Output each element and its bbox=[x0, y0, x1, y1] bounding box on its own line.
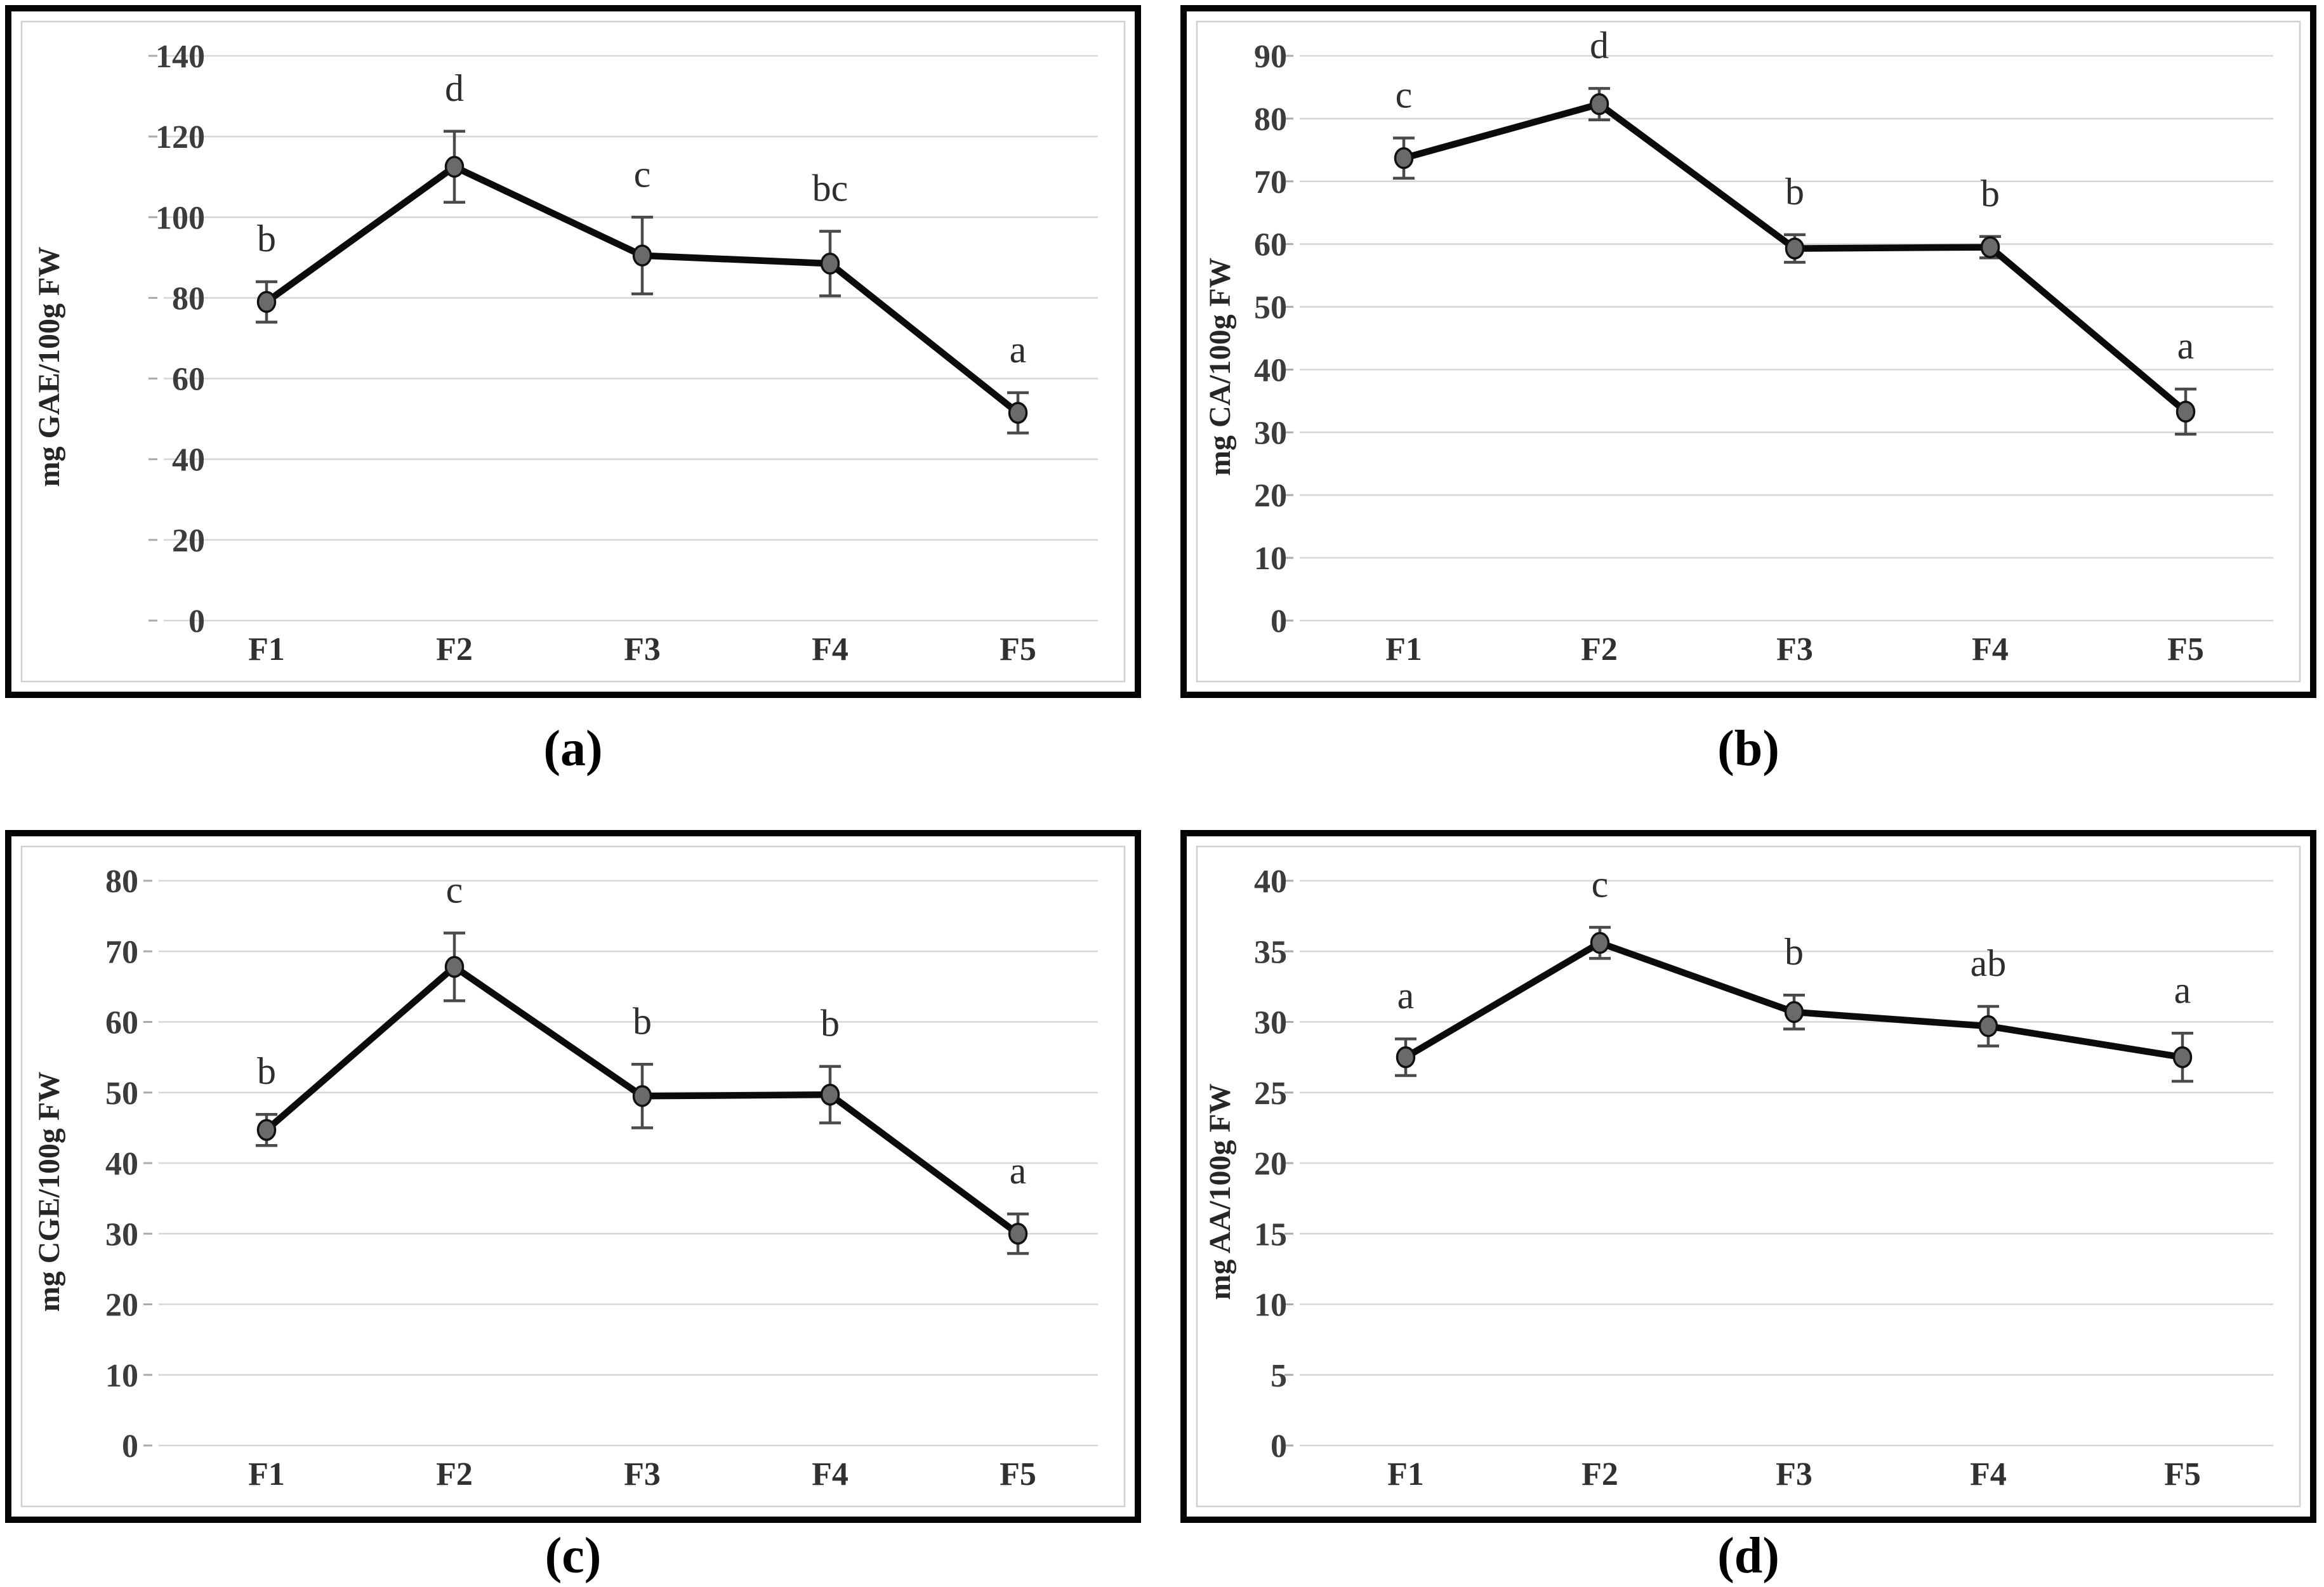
svg-text:0: 0 bbox=[188, 603, 205, 640]
svg-text:F3: F3 bbox=[1776, 631, 1813, 668]
svg-text:F4: F4 bbox=[812, 1456, 848, 1492]
svg-text:0: 0 bbox=[1271, 603, 1287, 640]
svg-text:30: 30 bbox=[1254, 1005, 1287, 1041]
svg-text:a: a bbox=[1397, 975, 1415, 1017]
svg-text:30: 30 bbox=[105, 1216, 138, 1253]
panel-a: 0 20 40 60 80 100 120 140 F1 F2 F3 F4 F5 mg GAE/100g … bbox=[5, 5, 1141, 698]
svg-text:40: 40 bbox=[105, 1146, 138, 1182]
svg-text:20: 20 bbox=[105, 1287, 138, 1324]
panel-c: 0 10 20 30 40 50 60 70 80 F1 F2 F3 F4 F5 mg CGE/100g F… bbox=[5, 830, 1141, 1523]
svg-text:a: a bbox=[2177, 325, 2195, 367]
svg-text:F1: F1 bbox=[248, 631, 285, 668]
svg-text:b: b bbox=[821, 1003, 840, 1044]
svg-text:mg GAE/100g FW: mg GAE/100g FW bbox=[32, 247, 66, 487]
svg-text:F1: F1 bbox=[248, 1456, 285, 1492]
svg-text:80: 80 bbox=[105, 864, 138, 900]
svg-text:F3: F3 bbox=[624, 1456, 661, 1492]
svg-text:20: 20 bbox=[1254, 478, 1287, 514]
svg-text:25: 25 bbox=[1254, 1076, 1287, 1112]
svg-text:40: 40 bbox=[1254, 864, 1287, 900]
caption-a: (a) bbox=[543, 721, 603, 777]
chart-d: 0 5 10 15 20 25 30 35 40 F1 F2 F3 F4 F5 mg AA/100g FW a… bbox=[1196, 845, 2301, 1508]
svg-text:c: c bbox=[446, 869, 463, 911]
svg-text:20: 20 bbox=[1254, 1146, 1287, 1182]
svg-text:120: 120 bbox=[155, 119, 205, 155]
svg-text:50: 50 bbox=[1254, 290, 1287, 326]
svg-text:F5: F5 bbox=[1000, 1456, 1036, 1492]
svg-text:F5: F5 bbox=[2164, 1456, 2201, 1492]
svg-text:70: 70 bbox=[1254, 164, 1287, 201]
svg-text:30: 30 bbox=[1254, 415, 1287, 451]
svg-text:F4: F4 bbox=[1970, 1456, 2007, 1492]
svg-text:c: c bbox=[1396, 74, 1413, 116]
svg-text:a: a bbox=[1010, 329, 1027, 371]
svg-text:F2: F2 bbox=[436, 1456, 473, 1492]
svg-text:0: 0 bbox=[1271, 1428, 1287, 1465]
svg-text:ab: ab bbox=[1971, 942, 2007, 984]
svg-text:mg CA/100g FW: mg CA/100g FW bbox=[1203, 258, 1237, 476]
svg-text:35: 35 bbox=[1254, 934, 1287, 970]
svg-text:mg CGE/100g FW: mg CGE/100g FW bbox=[32, 1072, 66, 1312]
svg-text:F2: F2 bbox=[1581, 631, 1618, 668]
svg-text:80: 80 bbox=[172, 280, 205, 317]
svg-text:10: 10 bbox=[1254, 541, 1287, 577]
svg-text:5: 5 bbox=[1271, 1358, 1287, 1394]
chart-b: 0 10 20 30 40 50 60 70 80 90 F1 F2 F3 F4 F5 mg CA/100g … bbox=[1196, 20, 2301, 683]
svg-text:F1: F1 bbox=[1387, 1456, 1424, 1492]
svg-text:d: d bbox=[1590, 24, 1609, 66]
svg-text:40: 40 bbox=[1254, 352, 1287, 388]
svg-text:F3: F3 bbox=[1776, 1456, 1812, 1492]
svg-text:90: 90 bbox=[1254, 39, 1287, 75]
svg-text:70: 70 bbox=[105, 934, 138, 970]
svg-text:a: a bbox=[2174, 969, 2191, 1011]
caption-b: (b) bbox=[1717, 721, 1779, 777]
svg-text:mg AA/100g FW: mg AA/100g FW bbox=[1203, 1083, 1237, 1300]
svg-text:F2: F2 bbox=[436, 631, 473, 668]
svg-text:b: b bbox=[1785, 931, 1804, 973]
svg-text:F5: F5 bbox=[1000, 631, 1036, 668]
svg-text:bc: bc bbox=[812, 168, 848, 209]
svg-text:b: b bbox=[257, 1050, 276, 1092]
svg-text:F3: F3 bbox=[624, 631, 661, 668]
svg-text:100: 100 bbox=[155, 200, 205, 236]
svg-text:F4: F4 bbox=[812, 631, 848, 668]
svg-text:60: 60 bbox=[105, 1005, 138, 1041]
panel-b: 0 10 20 30 40 50 60 70 80 90 F1 F2 F3 F4 F5 mg CA/100g … bbox=[1180, 5, 2316, 698]
svg-text:F2: F2 bbox=[1581, 1456, 1618, 1492]
svg-text:F5: F5 bbox=[2167, 631, 2204, 668]
svg-text:60: 60 bbox=[172, 362, 205, 398]
svg-text:F4: F4 bbox=[1972, 631, 2009, 668]
chart-c: 0 10 20 30 40 50 60 70 80 F1 F2 F3 F4 F5 mg CGE/100g F… bbox=[20, 845, 1126, 1508]
svg-text:a: a bbox=[1010, 1150, 1027, 1192]
svg-text:40: 40 bbox=[172, 442, 205, 478]
svg-text:c: c bbox=[634, 153, 651, 195]
svg-text:50: 50 bbox=[105, 1076, 138, 1112]
svg-text:140: 140 bbox=[155, 39, 205, 75]
svg-text:c: c bbox=[1592, 863, 1609, 905]
svg-text:b: b bbox=[1785, 171, 1804, 213]
svg-text:F1: F1 bbox=[1385, 631, 1422, 668]
svg-text:60: 60 bbox=[1254, 227, 1287, 263]
svg-text:b: b bbox=[257, 218, 276, 260]
svg-text:20: 20 bbox=[172, 523, 205, 559]
svg-text:b: b bbox=[1981, 173, 2000, 214]
panel-d: 0 5 10 15 20 25 30 35 40 F1 F2 F3 F4 F5 mg AA/100g FW a… bbox=[1180, 830, 2316, 1523]
svg-text:10: 10 bbox=[1254, 1287, 1287, 1324]
svg-text:b: b bbox=[633, 1000, 652, 1042]
svg-text:15: 15 bbox=[1254, 1216, 1287, 1253]
caption-c: (c) bbox=[545, 1528, 602, 1584]
svg-text:10: 10 bbox=[105, 1358, 138, 1394]
svg-text:80: 80 bbox=[1254, 102, 1287, 138]
svg-text:d: d bbox=[445, 67, 464, 109]
caption-d: (d) bbox=[1717, 1528, 1779, 1584]
svg-text:0: 0 bbox=[122, 1428, 138, 1465]
chart-a: 0 20 40 60 80 100 120 140 F1 F2 F3 F4 F5 mg GAE/100g … bbox=[20, 20, 1126, 683]
